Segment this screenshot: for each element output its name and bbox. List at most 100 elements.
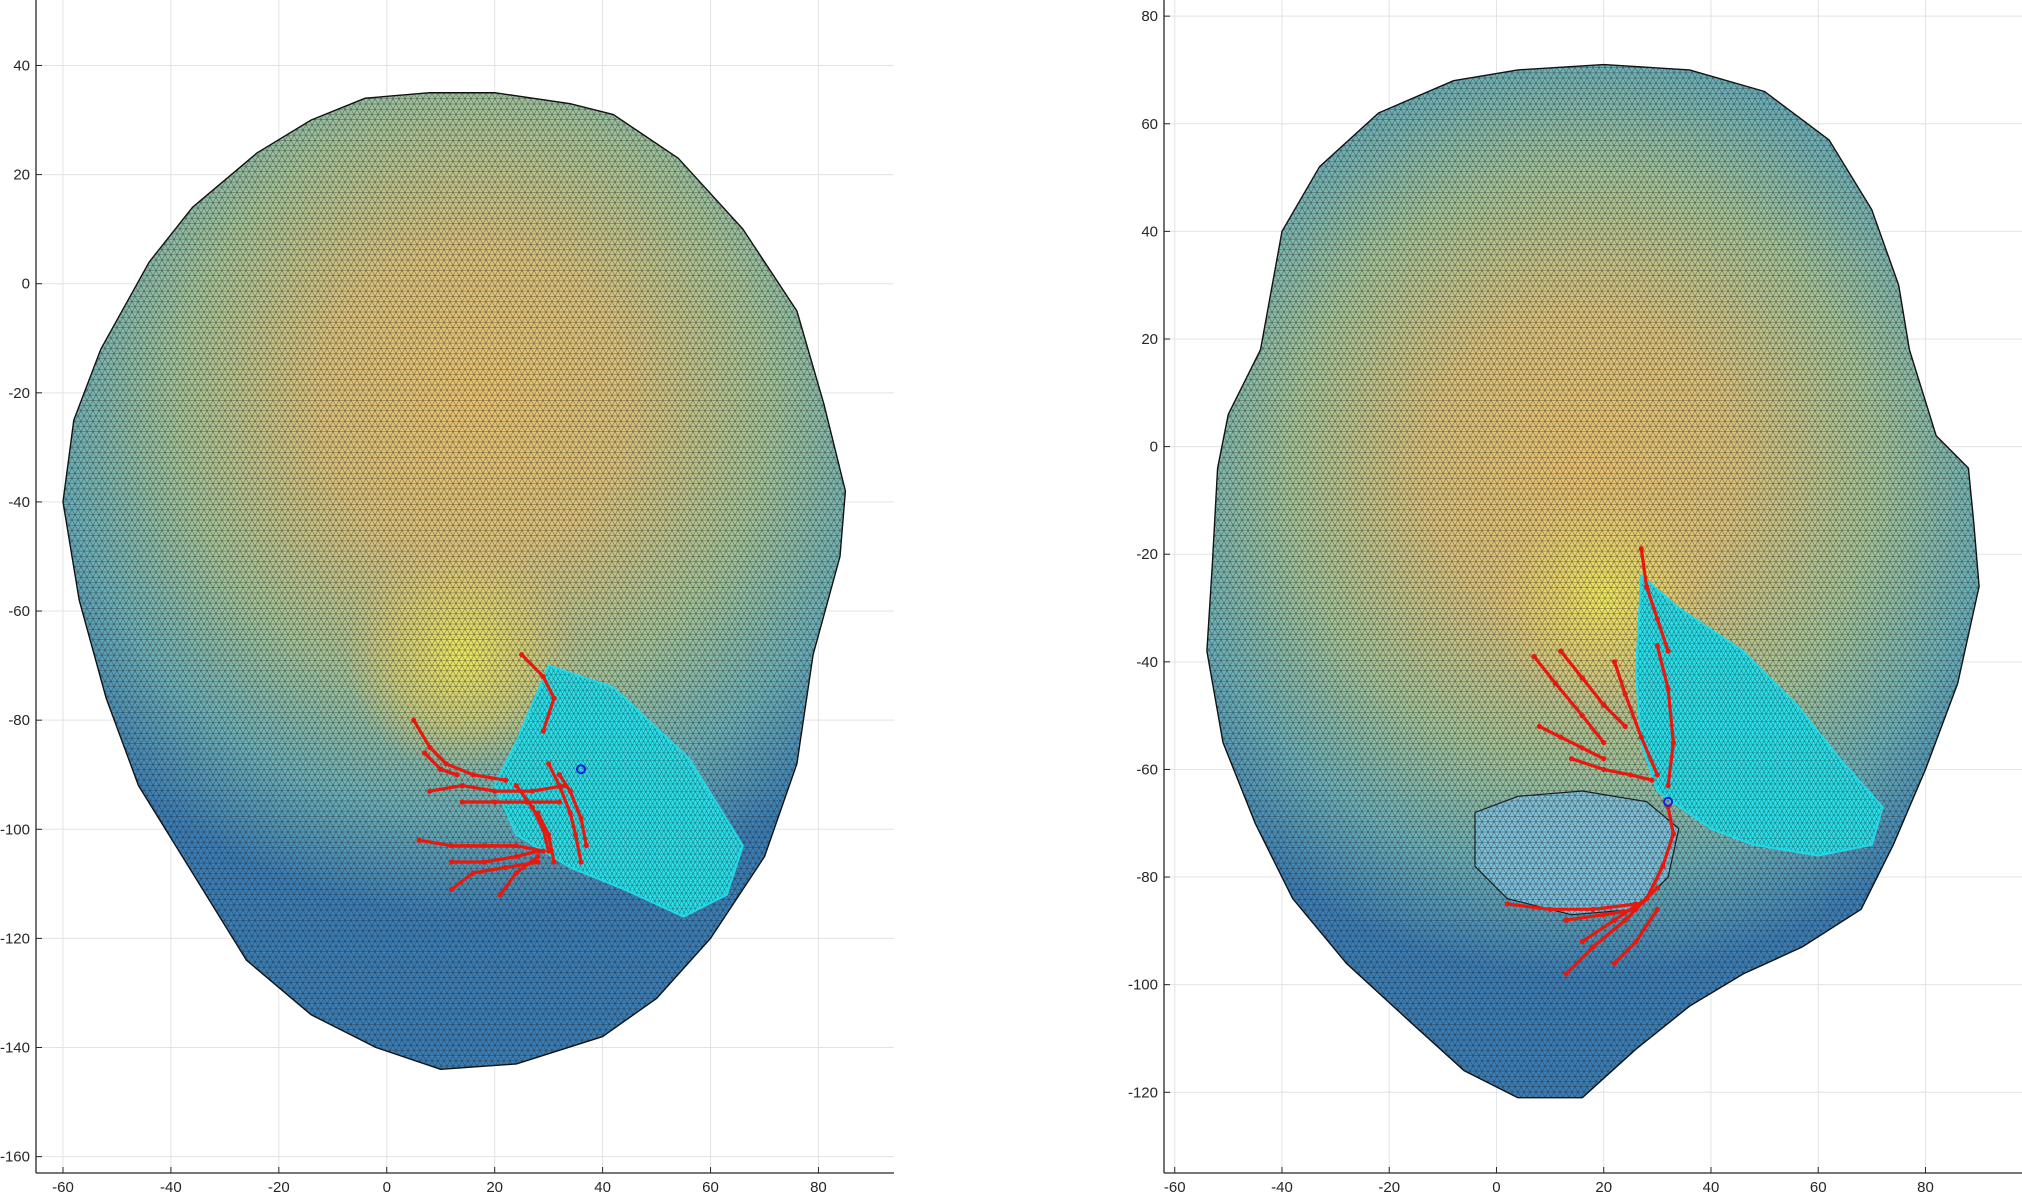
red-path-point <box>1665 686 1671 692</box>
x-tick-label: 60 <box>1810 1179 1827 1195</box>
red-path-point <box>454 772 460 778</box>
red-path <box>1532 654 1606 745</box>
y-tick-label: -20 <box>1136 546 1158 563</box>
y-tick-label: -80 <box>8 712 30 729</box>
red-path-point <box>502 864 509 871</box>
red-path-point <box>492 799 498 805</box>
red-path-point <box>540 728 546 734</box>
red-path-point <box>567 810 573 816</box>
red-path-point <box>529 804 536 811</box>
x-tick-label: 40 <box>1703 1179 1720 1195</box>
red-path-point <box>556 799 563 805</box>
y-tick-label: 20 <box>13 167 30 184</box>
red-path-point <box>583 843 590 849</box>
red-path-point <box>535 810 541 816</box>
red-path-point <box>1558 734 1564 740</box>
red-path-point <box>578 859 584 865</box>
red-path-point <box>1633 939 1639 945</box>
red-path-point <box>1660 863 1666 869</box>
x-tick-label: 80 <box>810 1179 827 1195</box>
red-path-point <box>1654 643 1660 649</box>
red-path-point <box>546 832 552 838</box>
right-face-mesh-plot: -60 -40 -20 0 20 40 60 80 -120 -100 -80 -60 -40 -20 0 2… <box>1128 0 2022 1195</box>
red-path-point <box>529 788 536 794</box>
blue-marker <box>576 764 587 775</box>
red-path-point <box>470 870 476 876</box>
y-tick-label: -40 <box>8 494 30 511</box>
red-path-point <box>427 744 433 751</box>
x-tick-label: -20 <box>1378 1179 1400 1195</box>
red-path-point <box>1579 745 1585 751</box>
red-path-point <box>1536 723 1542 729</box>
red-path-point <box>459 799 465 805</box>
red-path-point <box>1590 944 1596 950</box>
y-tick-label: 0 <box>22 276 30 293</box>
red-path-point <box>1504 901 1510 907</box>
red-path-point <box>1638 546 1644 552</box>
red-path-point <box>1670 739 1677 746</box>
y-tick-label: -100 <box>0 821 30 838</box>
blue-marker <box>1663 796 1674 807</box>
red-path <box>1655 644 1676 788</box>
red-path <box>449 849 540 864</box>
red-path-point <box>556 783 563 789</box>
red-path-point <box>1601 912 1607 918</box>
red-path-point <box>1611 917 1618 923</box>
red-path-point <box>448 886 455 892</box>
red-path-point <box>1531 653 1537 660</box>
red-path-point <box>1579 939 1585 945</box>
red-path <box>1612 660 1659 777</box>
red-path <box>557 773 589 848</box>
red-path-point <box>492 788 498 794</box>
red-path-point <box>1611 659 1618 665</box>
red-path-point <box>1654 906 1660 912</box>
red-path-point <box>1665 782 1671 789</box>
x-tick-label: 20 <box>486 1179 503 1195</box>
x-tick-label: 0 <box>1492 1179 1500 1195</box>
red-path-point <box>546 848 552 854</box>
red-path-point <box>1563 917 1569 923</box>
red-path-point <box>470 772 476 778</box>
y-tick-label: -160 <box>0 1149 30 1166</box>
y-tick-label: -60 <box>1136 761 1158 778</box>
red-path-point <box>535 859 541 865</box>
red-path-point <box>481 859 487 865</box>
y-tick-label: 60 <box>1141 116 1158 133</box>
red-path-point <box>513 843 519 849</box>
red-path-point <box>1622 723 1628 729</box>
red-path-point <box>546 761 552 767</box>
red-path-point <box>481 843 487 849</box>
red-path-point <box>438 766 444 772</box>
red-path <box>1564 886 1659 976</box>
red-path <box>1644 805 1676 901</box>
red-path-point <box>1654 772 1660 778</box>
red-path-point <box>448 843 455 849</box>
x-tick-label: -20 <box>268 1179 290 1195</box>
red-path-point <box>578 815 584 821</box>
red-path-point <box>1590 906 1596 912</box>
red-path-point <box>1601 739 1607 746</box>
red-path-point <box>1611 960 1618 966</box>
y-tick-label: 0 <box>1150 439 1158 456</box>
y-tick-label: -80 <box>1136 869 1158 886</box>
x-tick-label: 0 <box>383 1179 391 1195</box>
red-path <box>1639 547 1670 653</box>
red-path-point <box>535 853 541 860</box>
red-path-point <box>551 859 557 865</box>
x-tick-label: 40 <box>594 1179 611 1195</box>
red-path <box>1569 757 1654 782</box>
y-tick-label: 20 <box>1141 331 1158 348</box>
y-tick-label: 40 <box>1141 223 1158 240</box>
y-tick-label: 80 <box>1141 8 1158 25</box>
left-face-mesh-plot: -60 -40 -20 0 20 40 60 80 -160 -140 -120 -100 -80 -60… <box>0 0 894 1195</box>
red-path-point <box>567 788 573 794</box>
x-tick-label: -60 <box>1164 1179 1186 1195</box>
x-tick-label: -40 <box>1271 1179 1293 1195</box>
red-path <box>1505 902 1638 911</box>
y-tick-label: -120 <box>1128 1084 1158 1101</box>
y-tick-label: -140 <box>0 1040 30 1057</box>
red-path-point <box>513 853 519 860</box>
red-path-point <box>535 848 541 854</box>
red-path-point <box>1552 680 1559 686</box>
